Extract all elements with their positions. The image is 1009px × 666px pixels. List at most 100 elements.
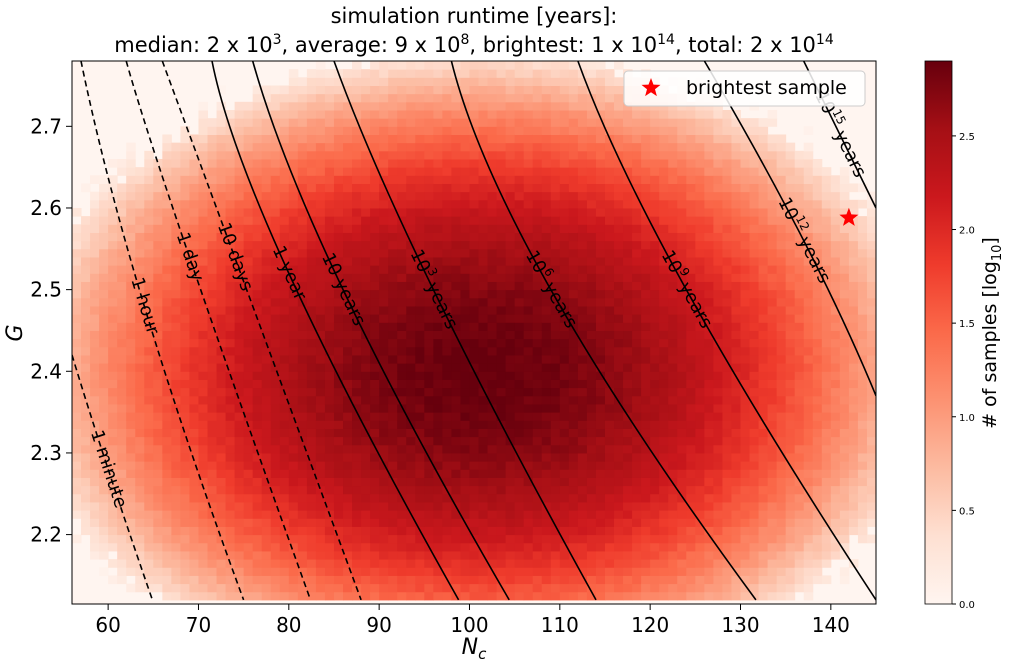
heatmap-cell <box>677 199 687 209</box>
heatmap-cell <box>523 412 534 421</box>
heatmap-cell <box>343 583 353 593</box>
heatmap-cell <box>424 583 434 593</box>
heatmap-cell <box>487 452 498 462</box>
heatmap-cell <box>153 322 163 331</box>
heatmap-cell <box>324 158 335 168</box>
heatmap-cell <box>352 444 362 454</box>
heatmap-cell <box>261 158 272 168</box>
heatmap-cell <box>478 93 489 103</box>
heatmap-cell <box>333 305 344 315</box>
heatmap-cell <box>550 379 561 389</box>
heatmap-cell <box>614 167 624 176</box>
heatmap-cell <box>568 420 579 429</box>
heatmap-cell <box>623 501 633 511</box>
heatmap-cell <box>577 583 588 593</box>
heatmap-cell <box>90 338 100 348</box>
heatmap-cell <box>532 256 543 266</box>
heatmap-cell <box>397 461 407 470</box>
heatmap-cell <box>767 134 778 144</box>
heatmap-cell <box>343 461 353 470</box>
heatmap-cell <box>650 518 660 527</box>
heatmap-cell <box>225 452 236 462</box>
heatmap-cell <box>794 273 805 282</box>
heatmap-cell <box>243 567 254 576</box>
heatmap-cell <box>695 452 705 462</box>
heatmap-cell <box>207 354 218 364</box>
heatmap-cell <box>370 346 380 356</box>
heatmap-cell <box>189 567 199 576</box>
heatmap-cell <box>297 461 308 470</box>
heatmap-cell <box>541 232 552 242</box>
heatmap-cell <box>559 232 570 242</box>
heatmap-cell <box>586 281 597 291</box>
heatmap-cell <box>505 461 516 470</box>
heatmap-cell <box>234 167 245 176</box>
heatmap-cell <box>270 256 281 266</box>
heatmap-cell <box>577 477 588 487</box>
heatmap-cell <box>388 216 398 225</box>
heatmap-cell <box>379 256 389 266</box>
heatmap-cell <box>198 542 208 552</box>
heatmap-cell <box>523 224 534 233</box>
heatmap-cell <box>108 248 118 258</box>
heatmap-cell <box>451 444 461 454</box>
heatmap-cell <box>686 346 696 356</box>
heatmap-cell <box>144 550 154 560</box>
heatmap-cell <box>541 305 552 315</box>
heatmap-cell <box>261 542 272 552</box>
heatmap-cell <box>568 395 579 405</box>
heatmap-cell <box>650 371 660 380</box>
heatmap-cell <box>99 444 109 454</box>
heatmap-cell <box>442 583 452 593</box>
heatmap-cell <box>270 150 281 160</box>
heatmap-cell <box>99 338 109 348</box>
heatmap-cell <box>144 167 154 176</box>
heatmap-cell <box>532 395 543 405</box>
heatmap-cell <box>523 403 534 413</box>
heatmap-cell <box>379 126 389 135</box>
heatmap-cell <box>343 305 353 315</box>
heatmap-cell <box>261 224 272 233</box>
heatmap-cell <box>451 387 461 397</box>
heatmap-cell <box>415 444 425 454</box>
heatmap-cell <box>333 142 344 152</box>
heatmap-cell <box>180 314 190 323</box>
heatmap-cell <box>433 477 443 487</box>
heatmap-cell <box>758 420 769 429</box>
heatmap-cell <box>180 395 190 405</box>
heatmap-cell <box>677 542 687 552</box>
heatmap-cell <box>117 248 127 258</box>
heatmap-cell <box>758 452 769 462</box>
heatmap-cell <box>677 387 687 397</box>
heatmap-cell <box>659 550 669 560</box>
heatmap-cell <box>785 158 796 168</box>
heatmap-cell <box>668 281 678 291</box>
heatmap-cell <box>117 314 127 323</box>
heatmap-cell <box>460 501 470 511</box>
heatmap-cell <box>433 379 443 389</box>
heatmap-cell <box>478 510 489 519</box>
heatmap-cell <box>505 248 516 258</box>
heatmap-cell <box>659 387 669 397</box>
heatmap-cell <box>731 256 741 266</box>
heatmap-cell <box>135 314 145 323</box>
heatmap-cell <box>424 338 434 348</box>
heatmap-cell <box>478 518 489 527</box>
heatmap-cell <box>198 273 208 282</box>
heatmap-cell <box>514 338 525 348</box>
heatmap-cell <box>632 493 642 503</box>
heatmap-cell <box>72 314 82 323</box>
heatmap-cell <box>496 452 507 462</box>
heatmap-cell <box>424 289 434 299</box>
heatmap-cell <box>731 142 741 152</box>
heatmap-cell <box>144 330 154 340</box>
heatmap-cell <box>704 297 714 307</box>
heatmap-cell <box>749 379 760 389</box>
heatmap-cell <box>713 134 723 144</box>
heatmap-cell <box>641 436 651 446</box>
heatmap-cell <box>370 224 380 233</box>
heatmap-cell <box>379 175 389 184</box>
heatmap-cell <box>343 444 353 454</box>
heatmap-cell <box>595 542 606 552</box>
heatmap-cell <box>270 297 281 307</box>
